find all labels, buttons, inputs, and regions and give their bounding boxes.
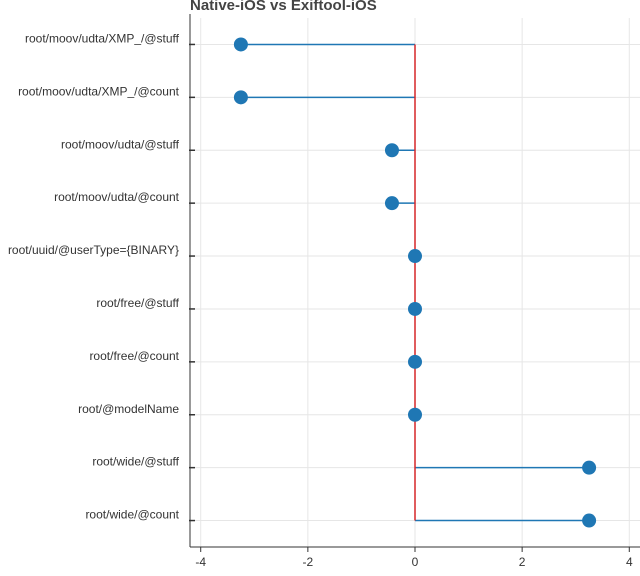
y-tick-label: root/uuid/@userType={BINARY}: [8, 243, 179, 257]
y-tick-label: root/free/@count: [89, 349, 179, 363]
chart-title: Native-iOS vs Exiftool-iOS: [190, 0, 377, 14]
lollipop-marker: [582, 460, 597, 475]
x-tick-label: -4: [195, 555, 206, 569]
stem-layer: [240, 43, 590, 522]
x-tick-label: -2: [303, 555, 314, 569]
lollipop-marker: [233, 90, 248, 105]
lollipop-marker: [408, 354, 422, 369]
y-tick-label: root/wide/@stuff: [92, 455, 179, 469]
y-tick-label: root/moov/udta/XMP_/@count: [18, 84, 180, 98]
axis-layer: -4 -2 0 2 4 root/moov/udta/XMP_/@stuff root/mo…: [8, 14, 640, 569]
marker-layer: [233, 37, 597, 528]
lollipop-marker: [408, 249, 422, 264]
lollipop-marker: [384, 196, 399, 211]
x-tick-label: 0: [412, 555, 419, 569]
y-tick-label: root/wide/@count: [85, 508, 179, 522]
x-tick-label: 2: [519, 555, 526, 569]
lollipop-marker: [408, 301, 422, 316]
lollipop-marker: [408, 407, 422, 422]
y-tick-label: root/moov/udta/@count: [54, 190, 180, 204]
y-tick-label: root/@modelName: [78, 402, 179, 416]
lollipop-marker: [384, 143, 399, 158]
y-tick-label: root/free/@stuff: [96, 296, 179, 310]
lollipop-marker: [582, 513, 597, 528]
y-tick-label: root/moov/udta/@stuff: [61, 137, 180, 151]
y-tick-label: root/moov/udta/XMP_/@stuff: [25, 31, 180, 45]
lollipop-marker: [233, 37, 248, 52]
x-tick-label: 4: [626, 555, 633, 569]
